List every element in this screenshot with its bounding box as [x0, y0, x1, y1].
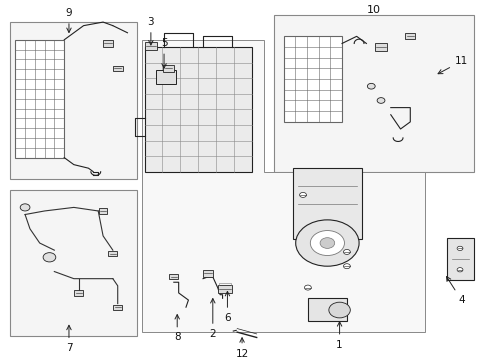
Bar — [10, 190, 137, 336]
Circle shape — [343, 264, 349, 269]
Circle shape — [456, 246, 462, 251]
Bar — [74, 290, 83, 296]
Bar — [307, 298, 346, 321]
Bar — [446, 238, 473, 280]
Text: 10: 10 — [366, 5, 380, 15]
Text: 2: 2 — [209, 298, 216, 339]
Text: 6: 6 — [224, 292, 230, 323]
Circle shape — [328, 302, 349, 318]
Text: 12: 12 — [235, 338, 248, 359]
Bar — [273, 15, 473, 172]
Bar — [283, 36, 341, 122]
Bar — [144, 47, 251, 172]
Text: 11: 11 — [437, 56, 467, 74]
Text: 8: 8 — [174, 315, 180, 342]
Polygon shape — [142, 40, 424, 332]
Circle shape — [366, 84, 374, 89]
Circle shape — [43, 253, 56, 262]
Circle shape — [310, 230, 344, 256]
Bar — [15, 40, 64, 158]
Text: 1: 1 — [336, 322, 342, 350]
Circle shape — [320, 238, 334, 248]
Text: 3: 3 — [147, 17, 154, 45]
Circle shape — [20, 204, 30, 211]
Circle shape — [376, 98, 384, 103]
Circle shape — [299, 193, 306, 197]
Bar — [374, 44, 386, 51]
Bar — [10, 22, 137, 179]
Bar — [102, 40, 113, 47]
Bar — [169, 274, 178, 279]
Text: 5: 5 — [161, 39, 167, 68]
Circle shape — [304, 285, 311, 290]
Bar — [293, 168, 361, 239]
Bar — [113, 305, 122, 310]
Bar — [99, 208, 107, 213]
Bar — [113, 66, 122, 71]
Bar — [163, 65, 173, 72]
Bar — [217, 285, 232, 293]
Circle shape — [295, 220, 358, 266]
Bar — [202, 270, 213, 276]
Bar — [144, 42, 157, 50]
Bar — [108, 251, 117, 256]
Bar — [156, 70, 175, 85]
Text: 4: 4 — [446, 276, 464, 305]
Text: 9: 9 — [65, 8, 72, 32]
Circle shape — [456, 267, 462, 272]
Bar — [405, 33, 414, 39]
Text: 7: 7 — [65, 325, 72, 353]
Circle shape — [343, 249, 349, 255]
